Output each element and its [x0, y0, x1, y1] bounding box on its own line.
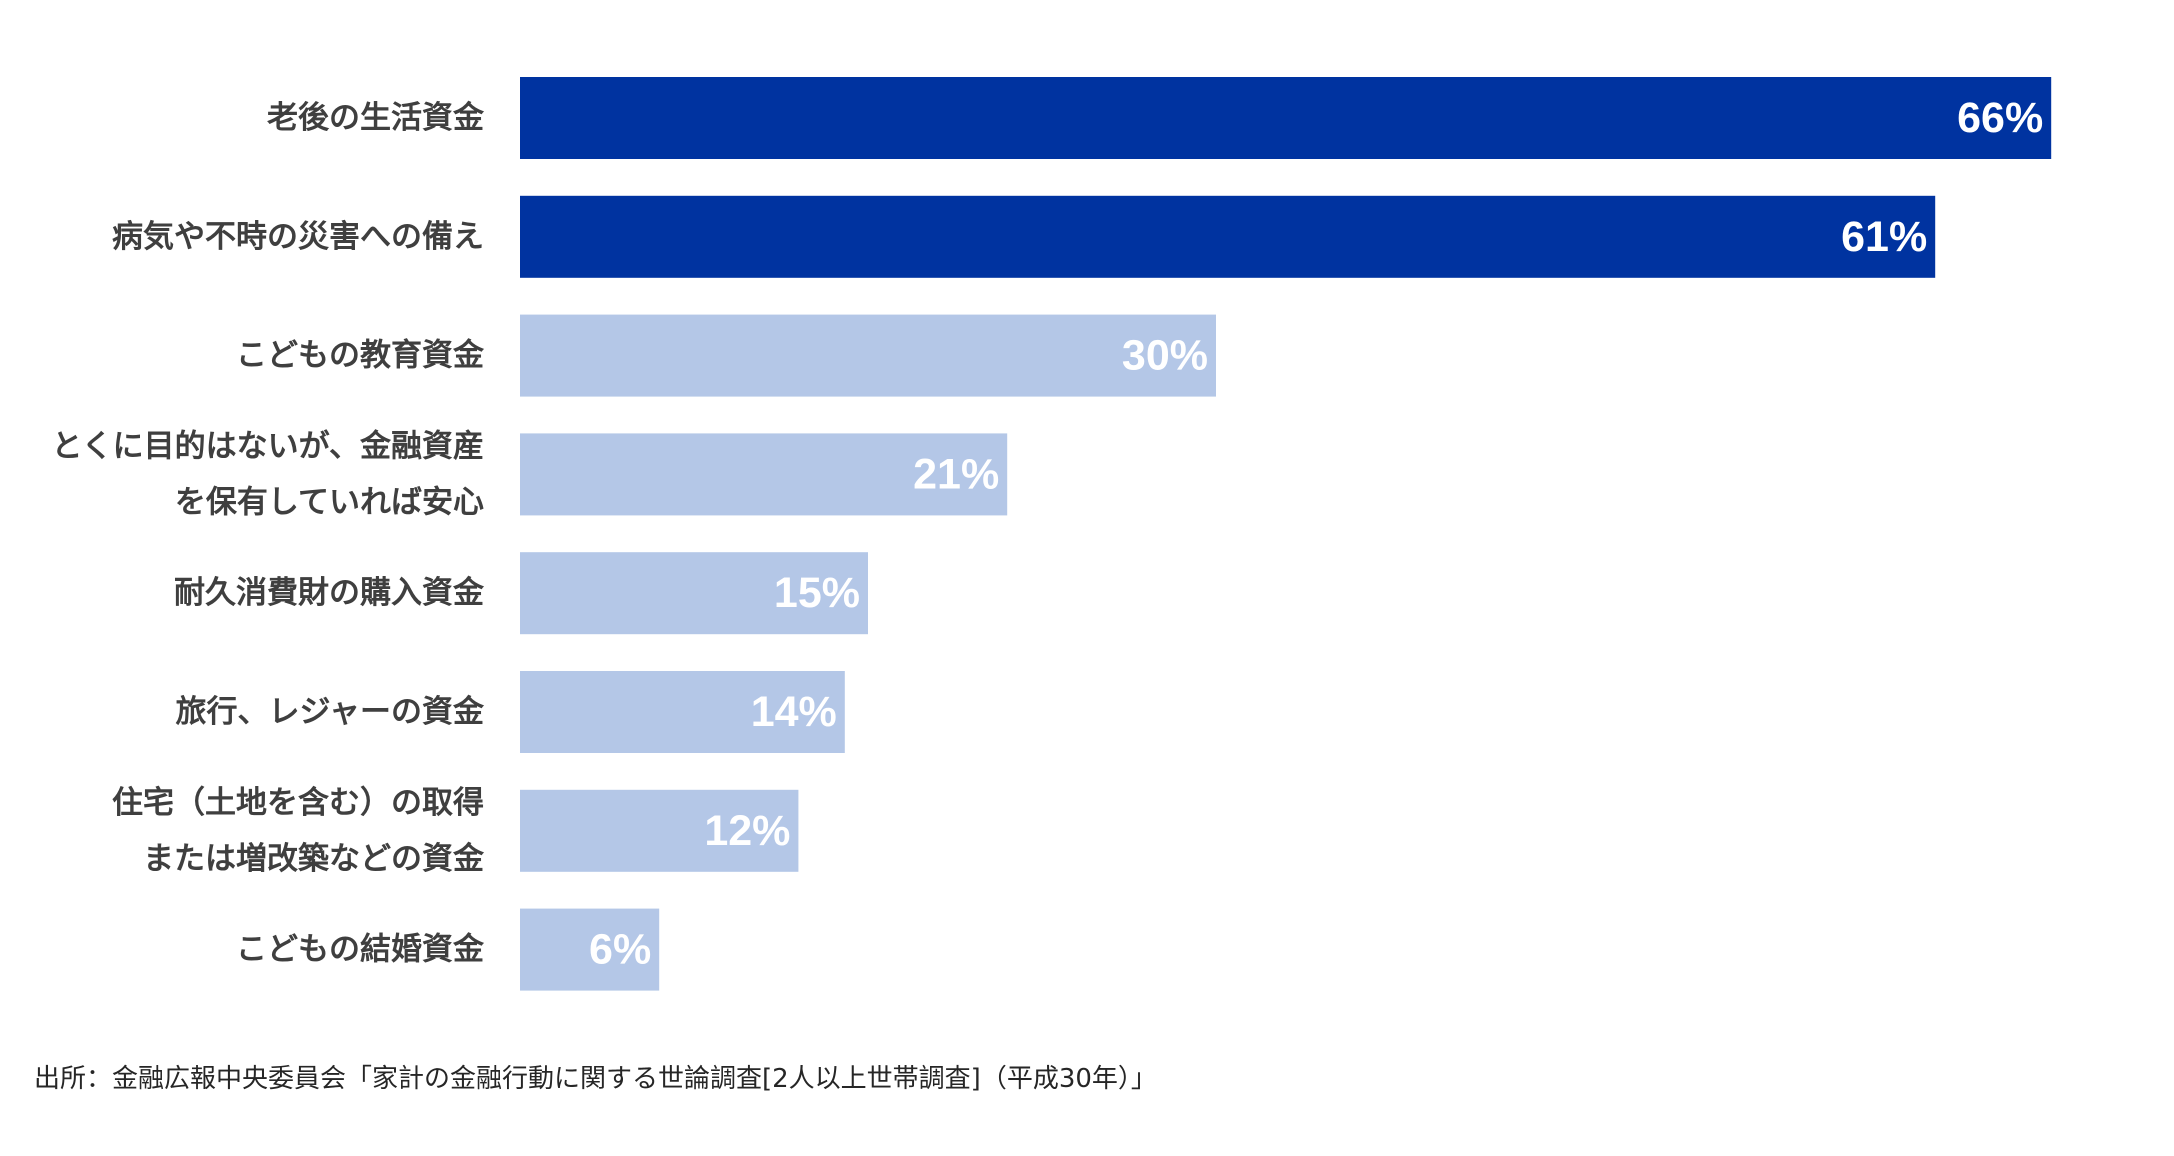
bar-7 — [520, 789, 799, 872]
bar-2 — [520, 195, 1936, 278]
category-label-3: こどもの教育資金 — [236, 338, 485, 374]
bar-8 — [520, 908, 660, 991]
value-label-2: 61% — [1841, 213, 1927, 261]
value-label-3: 30% — [1122, 332, 1208, 380]
value-label-5: 15% — [774, 569, 860, 617]
value-label-8: 6% — [589, 926, 651, 974]
category-label-5: 耐久消費財の購入資金 — [174, 575, 485, 611]
bar-6 — [520, 671, 845, 753]
bar-3 — [520, 314, 1216, 397]
source-note: 出所：金融広報中央委員会「家計の金融行動に関する世論調査[2人以上世帯調査]（平… — [34, 1064, 1157, 1094]
category-label-4-line-2: を保有していれば安心 — [175, 484, 484, 520]
category-label-1: 老後の生活資金 — [267, 100, 485, 136]
bar-chart: 66% 老後の生活資金 61% 病気や不時の災害への備え 30% こどもの教育資金 21% と… — [52, 77, 2052, 991]
bar-5 — [520, 552, 868, 635]
category-label-7-line-2: または増改築などの資金 — [143, 841, 485, 877]
value-label-6: 14% — [751, 688, 837, 736]
value-label-1: 66% — [1957, 94, 2043, 142]
bar-4 — [520, 433, 1008, 516]
category-label-7-line-1: 住宅（土地を含む）の取得 — [112, 785, 484, 821]
category-label-6: 旅行、レジャーの資金 — [176, 694, 485, 730]
value-label-4: 21% — [913, 450, 999, 498]
category-label-8: こどもの結婚資金 — [236, 932, 485, 968]
category-label-4-line-1: とくに目的はないが、金融資産 — [52, 428, 484, 464]
bar-1 — [520, 77, 2052, 159]
category-label-2: 病気や不時の災害への備え — [112, 219, 484, 255]
value-label-7: 12% — [704, 807, 790, 855]
